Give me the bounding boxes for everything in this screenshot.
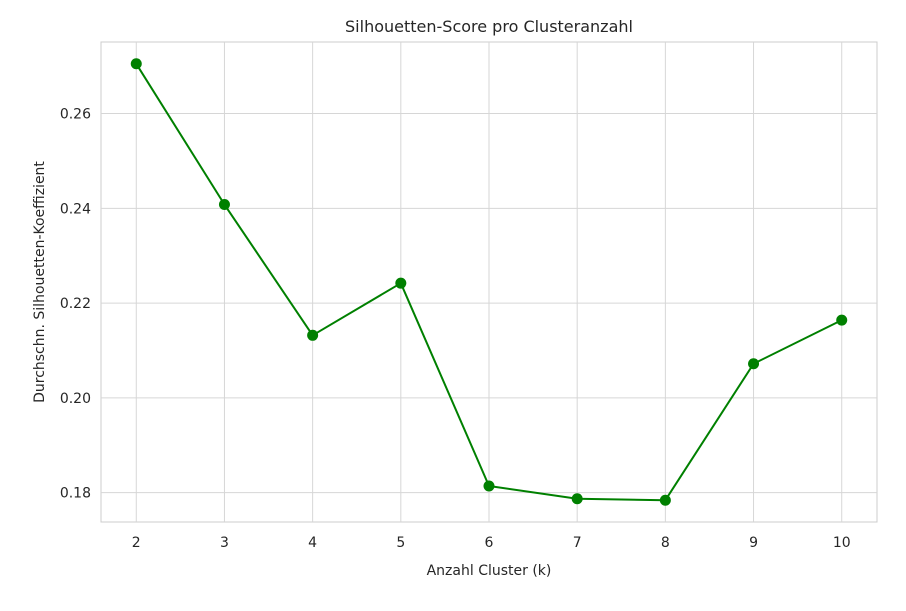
chart-title: Silhouetten-Score pro Clusteranzahl	[345, 17, 633, 36]
data-point	[218, 199, 230, 211]
data-point	[130, 58, 142, 70]
series-layer	[130, 58, 848, 506]
data-point	[483, 480, 495, 492]
x-tick-label: 9	[749, 535, 758, 551]
x-tick-label: 6	[485, 535, 494, 551]
y-tick-labels: 0.18 0.20 0.22 0.24 0.26	[60, 107, 91, 502]
data-point	[571, 493, 583, 505]
y-tick-label: 0.26	[60, 107, 91, 123]
y-axis-label: Durchschn. Silhouetten-Koeffizient	[32, 161, 48, 403]
y-tick-label: 0.20	[60, 391, 91, 407]
y-tick-label: 0.18	[60, 486, 91, 502]
x-axis-label: Anzahl Cluster (k)	[427, 563, 552, 579]
data-point	[836, 314, 848, 326]
x-tick-label: 5	[396, 535, 405, 551]
x-tick-label: 3	[220, 535, 229, 551]
x-tick-label: 10	[833, 535, 851, 551]
x-tick-labels: 2 3 4 5 6 7 8 9 10	[132, 535, 851, 551]
x-tick-label: 4	[308, 535, 317, 551]
grid-lines	[101, 42, 877, 522]
x-tick-label: 2	[132, 535, 141, 551]
data-point	[395, 277, 407, 289]
x-tick-label: 8	[661, 535, 670, 551]
y-tick-label: 0.24	[60, 201, 91, 217]
data-point	[307, 329, 319, 341]
data-point	[659, 494, 671, 506]
x-tick-label: 7	[573, 535, 582, 551]
y-tick-label: 0.22	[60, 296, 91, 312]
data-point	[748, 358, 760, 370]
